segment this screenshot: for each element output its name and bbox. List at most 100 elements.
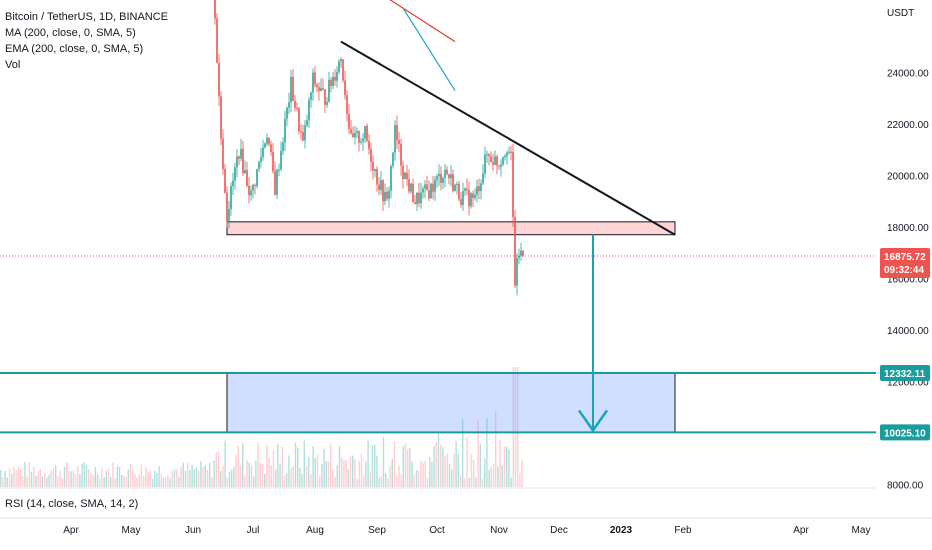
candle-body — [414, 202, 416, 205]
last-price-tag: 16875.72 — [884, 252, 926, 263]
volume-bar — [290, 467, 292, 487]
candle-body — [432, 183, 434, 192]
volume-bar — [310, 474, 312, 487]
volume-bar — [512, 367, 514, 487]
x-tick-label: Jun — [185, 525, 201, 536]
volume-bar — [118, 467, 121, 487]
candle-body — [418, 192, 420, 204]
candle-body — [296, 107, 298, 109]
volume-bar — [429, 457, 431, 487]
candle-body — [230, 185, 232, 209]
volume-bar — [35, 475, 37, 487]
y-tick-label: 16000.00 — [887, 275, 929, 286]
x-tick-label: Dec — [550, 525, 568, 536]
volume-bar — [24, 462, 26, 487]
candle-body — [428, 190, 430, 199]
x-tick-label: Apr — [63, 525, 79, 536]
y-tick-label: 8000.00 — [887, 481, 924, 492]
candle-body — [424, 184, 426, 189]
volume-bar — [510, 477, 512, 487]
candle-body — [312, 72, 314, 93]
candle-body — [232, 180, 234, 186]
candle-body — [392, 152, 394, 166]
volume-bar — [171, 471, 173, 487]
volume-bar — [30, 471, 33, 487]
volume-bar — [459, 475, 462, 487]
volume-bar — [264, 473, 266, 487]
candle-body — [326, 101, 328, 106]
x-tick-label: Jul — [247, 525, 260, 536]
volume-bar — [233, 466, 235, 487]
candle-body — [248, 185, 250, 196]
volume-bar — [473, 460, 475, 487]
volume-bar — [160, 474, 162, 487]
volume-bar — [13, 467, 15, 487]
candle-body — [256, 168, 258, 187]
candle-body — [218, 62, 220, 97]
volume-bar — [501, 465, 503, 487]
candle-body — [444, 169, 446, 179]
candle-body — [280, 151, 282, 170]
candle-body — [458, 183, 460, 200]
volume-bar — [121, 474, 123, 487]
volume-bar — [363, 475, 365, 487]
volume-bar — [334, 476, 336, 487]
volume-bar — [101, 468, 103, 487]
volume-bar — [211, 476, 213, 487]
volume-bar — [385, 473, 387, 487]
volume-bar — [83, 462, 85, 487]
volume-bar — [299, 467, 301, 487]
y-tick-label: 14000.00 — [887, 326, 929, 337]
volume-bar — [349, 456, 352, 487]
x-tick-label: Apr — [793, 525, 809, 536]
indicator-ema[interactable]: EMA (200, close, 0, SMA, 5) — [5, 43, 144, 55]
volume-bar — [138, 474, 140, 487]
volume-bar — [59, 470, 61, 487]
volume-bar — [169, 478, 171, 487]
candle-body — [386, 191, 388, 199]
volume-bar — [68, 471, 70, 487]
volume-bar — [314, 457, 316, 487]
candle-body — [324, 89, 326, 106]
volume-bar — [360, 454, 363, 487]
volume-bar — [250, 465, 253, 487]
candle-body — [434, 179, 436, 192]
indicator-vol[interactable]: Vol — [5, 59, 21, 71]
volume-bar — [286, 473, 288, 487]
volume-bar — [39, 469, 41, 487]
volume-bar — [486, 418, 488, 487]
candle-body — [346, 95, 348, 114]
candle-body — [412, 183, 414, 203]
volume-bar — [495, 412, 497, 487]
candle-body — [520, 250, 522, 256]
level-lower-tag: 10025.10 — [884, 428, 926, 439]
symbol-title[interactable]: Bitcoin / TetherUS, 1D, BINANCE — [5, 11, 169, 23]
projection-arrow-head — [577, 409, 609, 433]
candle-body — [224, 168, 226, 193]
candle-body — [512, 152, 514, 217]
candle-body — [502, 157, 504, 165]
y-tick-label: 22000.00 — [887, 120, 929, 131]
candle-body — [262, 147, 264, 158]
volume-bar — [490, 467, 492, 487]
candle-body — [514, 216, 516, 286]
volume-bar — [178, 476, 180, 487]
volume-bar — [338, 446, 341, 487]
volume-bar — [332, 469, 334, 487]
candle-body — [246, 169, 248, 186]
volume-bar — [114, 478, 116, 487]
volume-bar — [451, 469, 453, 487]
volume-bar — [369, 472, 371, 487]
candle-body — [310, 92, 312, 100]
candle-body — [364, 125, 366, 139]
volume-bar — [288, 455, 290, 487]
rsi-label[interactable]: RSI (14, close, SMA, 14, 2) — [5, 498, 139, 510]
candle-body — [368, 140, 370, 150]
candle-body — [236, 156, 238, 168]
volume-bar — [356, 478, 358, 487]
volume-bar — [81, 463, 83, 487]
volume-bar — [277, 443, 279, 487]
indicator-ma[interactable]: MA (200, close, 0, SMA, 5) — [5, 27, 136, 39]
volume-bar — [61, 478, 63, 487]
